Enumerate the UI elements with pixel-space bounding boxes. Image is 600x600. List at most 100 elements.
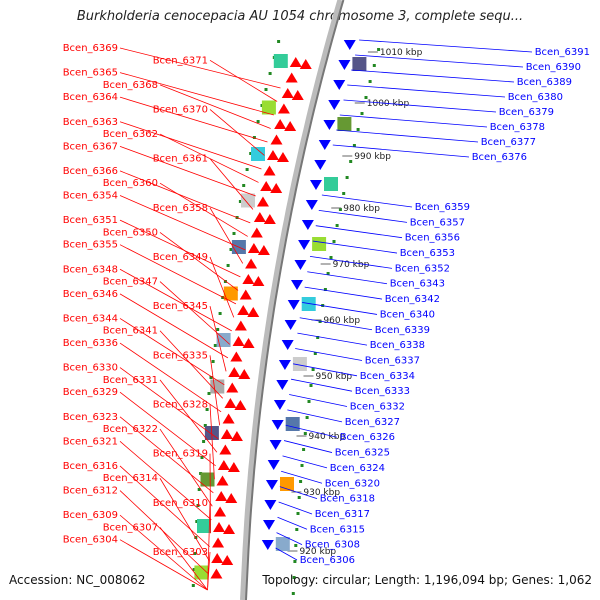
gene-label-right: Bcen_6327 [345, 417, 400, 428]
gene-leader-line [312, 240, 398, 254]
gene-label-left: Bcen_6358 [153, 203, 208, 214]
gene-category-box [261, 100, 276, 115]
forward-gene-arrow [266, 150, 279, 160]
gene-label-left: Bcen_6360 [103, 178, 158, 189]
tick-dot-outer [291, 592, 295, 595]
kbp-marker: 1010 kbp [380, 48, 423, 58]
gene-category-box [210, 379, 225, 394]
forward-gene-arrow [285, 72, 298, 83]
forward-gene-arrow [239, 289, 252, 300]
kbp-marker: 980 kbp [343, 204, 380, 214]
forward-gene-arrow [276, 152, 289, 162]
gene-category-box [337, 117, 352, 131]
tick-dot-inner [195, 520, 199, 523]
reverse-gene-arrow [284, 320, 297, 330]
forward-gene-arrow [250, 227, 263, 238]
map-title: Burkholderia cenocepacia AU 1054 chromos… [76, 9, 524, 24]
accession-text: Accession: NC_008062 [9, 573, 146, 587]
reverse-gene-arrow [318, 140, 331, 150]
gene-leader-line [119, 268, 232, 332]
gene-label-left: Bcen_6345 [153, 301, 208, 312]
tick-dot-outer [335, 224, 339, 227]
gene-leader-line [159, 428, 213, 507]
gene-leader-line [209, 109, 265, 156]
forward-gene-arrow [222, 413, 235, 424]
forward-gene-arrow [252, 276, 265, 286]
forward-gene-arrow [277, 103, 290, 114]
tick-dot-inner [232, 232, 236, 235]
tick-dot-outer [356, 128, 360, 131]
gene-label-left: Bcen_6322 [103, 424, 158, 435]
forward-gene-arrow [224, 398, 237, 408]
gene-leader-line [119, 416, 214, 494]
gene-category-box [251, 147, 265, 161]
forward-gene-arrow [234, 400, 247, 410]
tick-dot-outer [303, 432, 307, 435]
gene-leader-line [159, 232, 239, 291]
tick-dot-outer [316, 336, 320, 339]
reverse-gene-arrow [333, 80, 346, 90]
gene-leader-line [285, 424, 338, 438]
gene-label-left: Bcen_6321 [63, 436, 118, 447]
gene-leader-line [321, 194, 413, 208]
gene-label-left: Bcen_6336 [63, 338, 118, 349]
gene-leader-line [293, 363, 358, 377]
gene-leader-line [119, 441, 212, 521]
tick-dot-outer [326, 272, 330, 275]
gene-leader-line [315, 225, 403, 239]
kbp-marker: 960 kbp [323, 316, 360, 326]
gene-leader-line [290, 378, 353, 392]
gene-leader-line [119, 391, 216, 467]
reverse-gene-arrow [265, 480, 278, 490]
tick-dot-inner [200, 456, 204, 459]
forward-gene-arrow [226, 382, 239, 393]
forward-gene-arrow [260, 181, 273, 191]
reverse-gene-arrow [314, 160, 327, 170]
tick-dot-outer [305, 416, 309, 419]
gene-label-left: Bcen_6316 [63, 461, 118, 472]
gene-label-left: Bcen_6361 [153, 154, 208, 165]
forward-gene-arrow [210, 568, 223, 579]
gene-category-box [216, 333, 231, 347]
tick-dot-inner [191, 584, 195, 587]
tick-dot-inner [197, 488, 201, 491]
gene-label-left: Bcen_6335 [153, 350, 208, 361]
reverse-gene-arrow [278, 360, 291, 370]
gene-leader-line [309, 255, 393, 269]
forward-gene-arrow [232, 336, 245, 346]
gene-leader-line [355, 54, 524, 68]
gene-leader-line [279, 486, 318, 499]
gene-label-right: Bcen_6357 [410, 217, 465, 228]
tick-dot-inner [211, 360, 215, 363]
gene-label-left: Bcen_6310 [153, 498, 208, 509]
tick-dot-outer [360, 112, 364, 115]
gene-label-left: Bcen_6367 [63, 141, 118, 152]
reverse-gene-arrow [273, 400, 286, 410]
gene-label-right: Bcen_6338 [370, 340, 425, 351]
forward-gene-arrow [217, 460, 230, 470]
gene-leader-line [209, 355, 221, 426]
gene-label-left: Bcen_6362 [103, 129, 158, 140]
forward-gene-arrow [212, 537, 225, 548]
gene-label-left: Bcen_6304 [63, 535, 118, 546]
gene-category-box [197, 519, 211, 533]
reverse-gene-arrow [276, 380, 289, 390]
gene-label-right: Bcen_6391 [535, 47, 590, 58]
gene-leader-line [276, 532, 303, 546]
gene-leader-line [119, 367, 219, 440]
kbp-marker: 990 kbp [354, 152, 391, 162]
tick-dot-inner [223, 280, 227, 283]
gene-leader-line [336, 129, 479, 143]
gene-category-box [223, 286, 238, 301]
gene-label-left: Bcen_6331 [103, 375, 158, 386]
gene-label-right: Bcen_6308 [305, 540, 360, 551]
forward-gene-arrow [256, 196, 269, 207]
tick-dot-inner [229, 248, 233, 251]
tick-dot-inner [205, 408, 209, 411]
kbp-marker: 920 kbp [299, 547, 336, 557]
tick-dot-outer [309, 384, 313, 387]
gene-label-right: Bcen_6342 [385, 294, 440, 305]
forward-gene-arrow [245, 258, 258, 269]
gene-label-left: Bcen_6354 [63, 191, 118, 202]
tick-dot-outer [307, 400, 311, 403]
